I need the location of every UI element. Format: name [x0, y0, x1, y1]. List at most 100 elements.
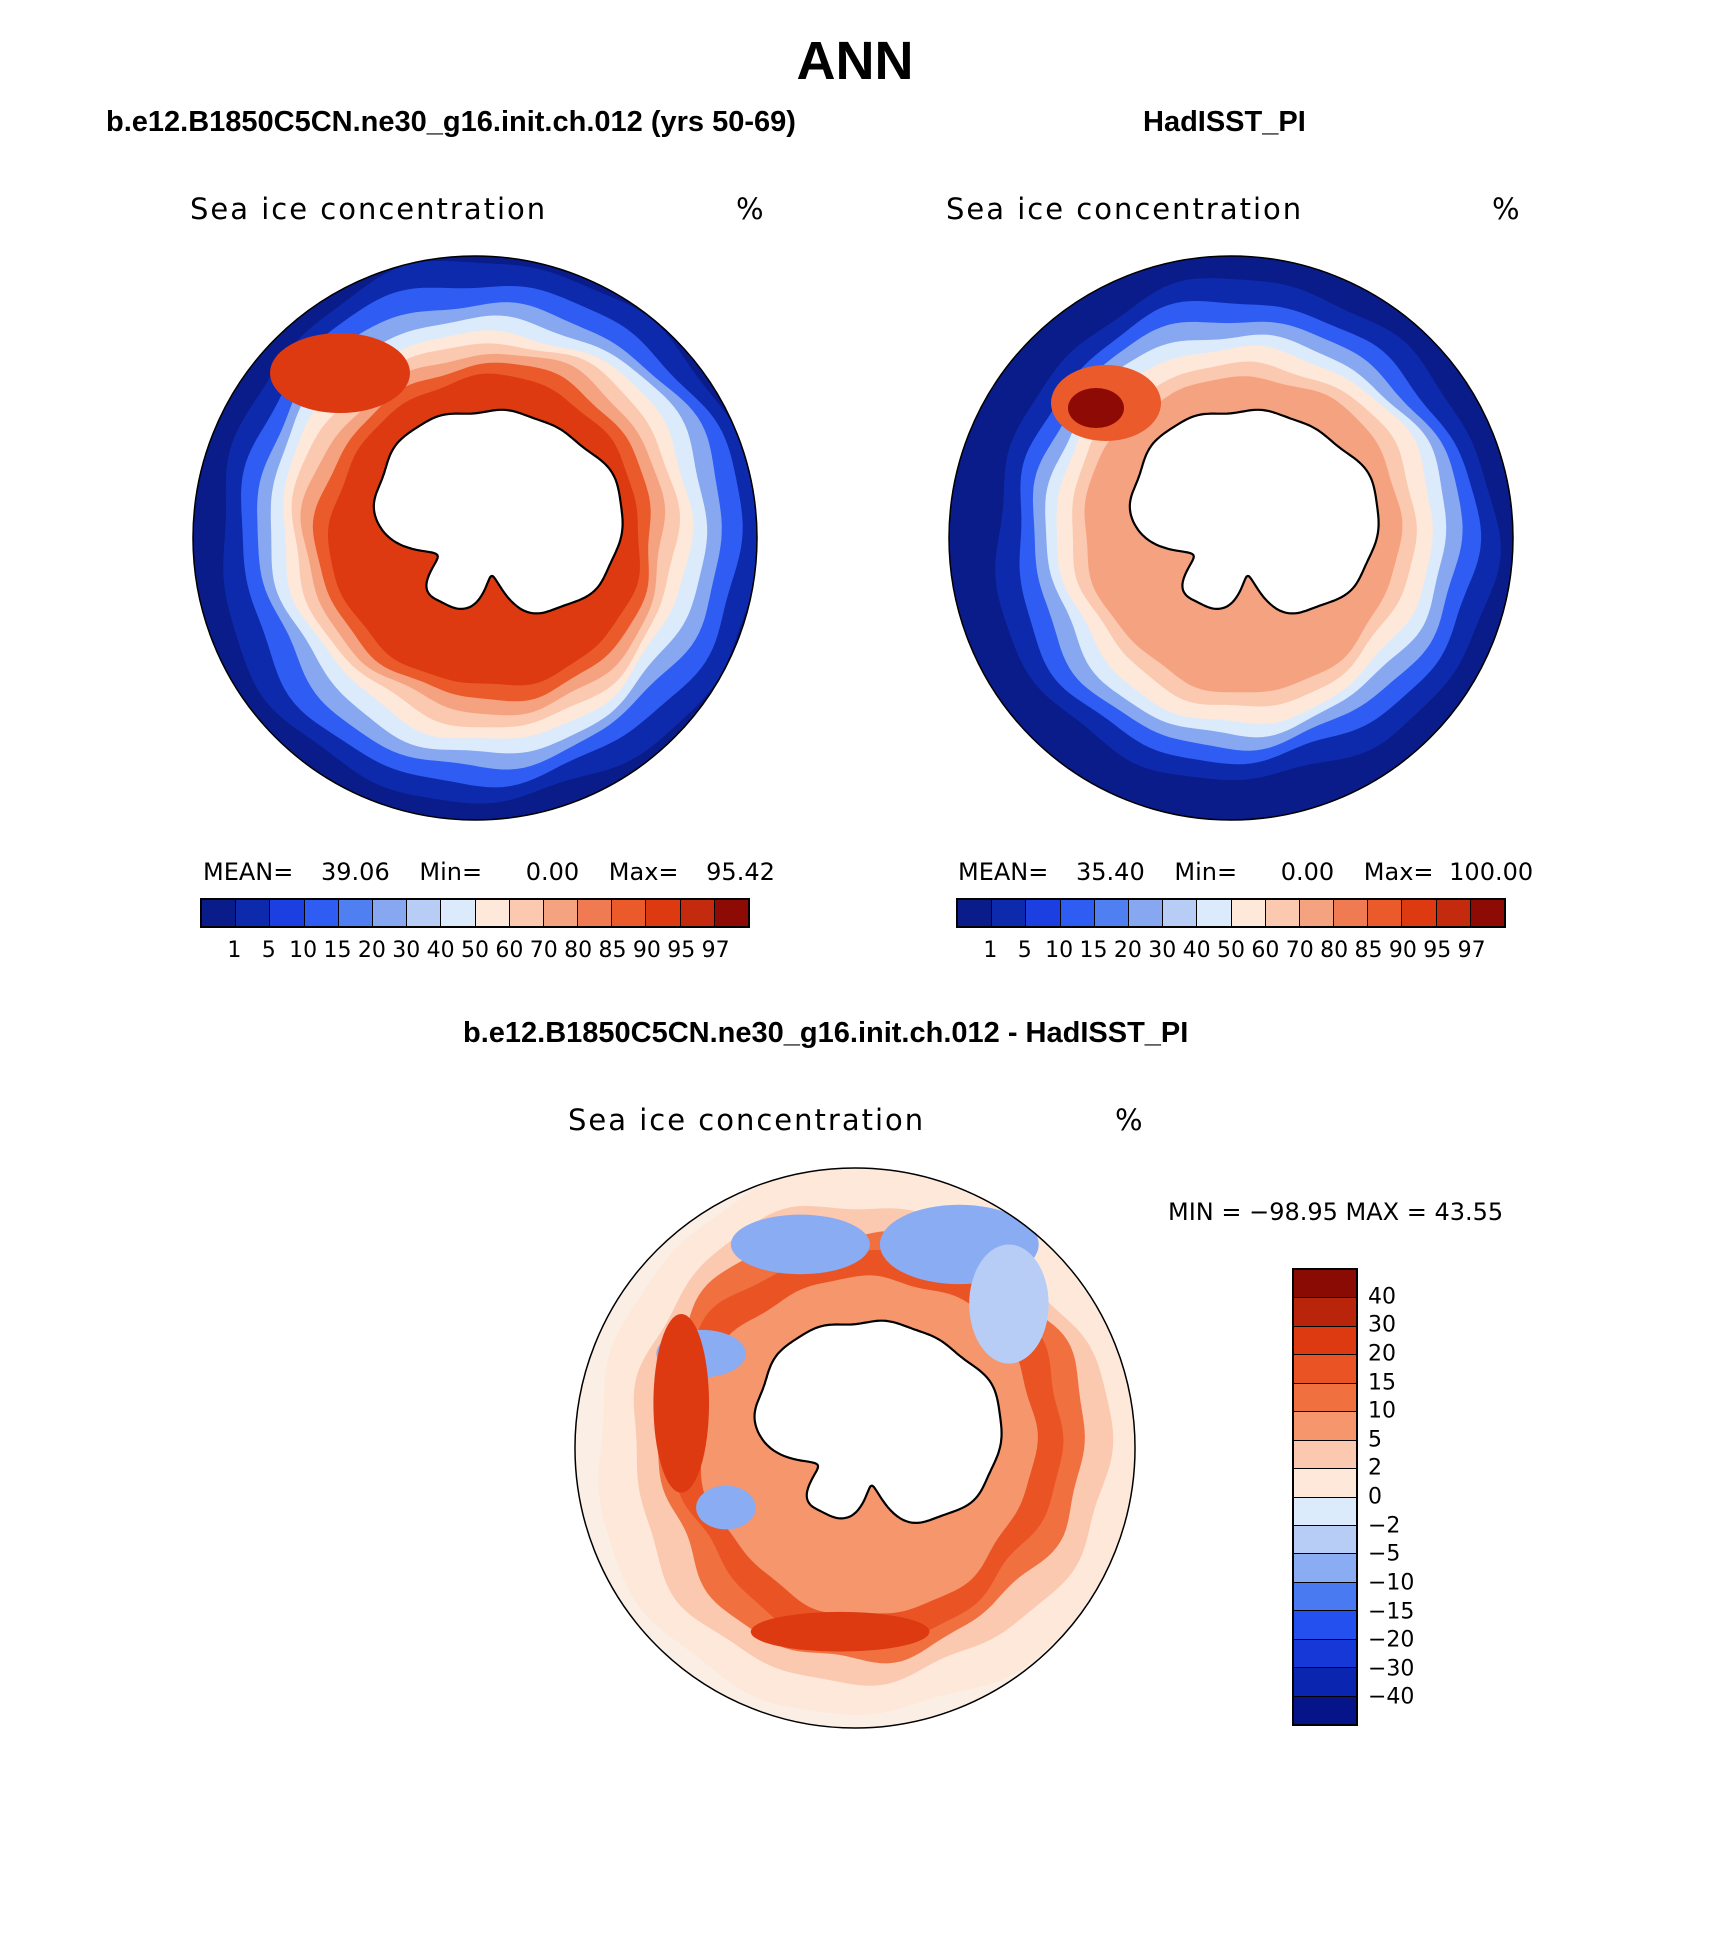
colorbar-swatch: [1026, 900, 1061, 926]
colorbar-swatch: [612, 900, 647, 926]
colorbar-swatch: [509, 900, 544, 926]
map-boundary: [192, 255, 758, 821]
obs-colorbar-labels: 1 5 10 15 20 30 40 50 60 70 80 85 90 95 97: [956, 938, 1506, 968]
diff-polar-map: [574, 1167, 1136, 1729]
colorbar-label: 30: [392, 938, 421, 963]
colorbar-label: 5: [1017, 938, 1032, 963]
colorbar-label: 20: [357, 938, 386, 963]
colorbar-label: 97: [701, 938, 730, 963]
max-label: Max=: [1363, 858, 1434, 886]
anomaly-patch: [270, 333, 410, 413]
colorbar-label: 15: [323, 938, 352, 963]
colorbar-label: 70: [529, 938, 558, 963]
colorbar-swatch: [578, 900, 613, 926]
colorbar-label: −40: [1368, 1684, 1415, 1710]
colorbar-label: 10: [1368, 1398, 1396, 1424]
colorbar-label: 15: [1368, 1370, 1396, 1395]
max-label: Max=: [608, 858, 679, 886]
colorbar-swatch: [1294, 1325, 1356, 1355]
colorbar-label: −10: [1368, 1570, 1415, 1596]
figure-title: ANN: [796, 31, 914, 91]
colorbar-swatch: [1294, 1496, 1356, 1525]
colorbar-label: −15: [1368, 1599, 1415, 1624]
anomaly-patch: [730, 1214, 870, 1275]
diff-colorbar: [1292, 1268, 1358, 1726]
colorbar-label: 2: [1368, 1455, 1382, 1481]
colorbar-label: 10: [1045, 938, 1074, 963]
colorbar-label: 97: [1457, 938, 1486, 963]
diff-colorbar-labels: −40 −30 −20 −15 −10 −5 −2 0 2 5 10 15 20 30 40: [1368, 1268, 1448, 1726]
colorbar-swatch: [1368, 900, 1403, 926]
colorbar-swatch: [992, 900, 1027, 926]
colorbar-label: 90: [1388, 938, 1417, 963]
colorbar-swatch: [1294, 1695, 1356, 1724]
diff-panel-title: b.e12.B1850C5CN.ne30_g16.init.ch.012 - H…: [463, 1017, 1189, 1049]
diff-variable-label: Sea ice concentration: [568, 1103, 926, 1137]
diff-units-label: %: [1115, 1103, 1145, 1137]
colorbar-label: 85: [598, 938, 627, 963]
colorbar-swatch: [1294, 1411, 1356, 1440]
anomaly-patch: [1068, 388, 1124, 428]
min-value: 0.00: [525, 858, 580, 886]
colorbar-swatch: [1294, 1382, 1356, 1412]
min-label: Min=: [419, 858, 483, 886]
colorbar-swatch: [1294, 1638, 1356, 1668]
colorbar-swatch: [1128, 900, 1164, 926]
obs-units-label: %: [1492, 192, 1522, 226]
colorbar-swatch: [1294, 1270, 1356, 1298]
colorbar-label: 40: [426, 938, 455, 963]
obs-stats: MEAN= 35.40 Min= 0.00 Max= 100.00: [958, 858, 1533, 886]
anomaly-patch: [969, 1244, 1049, 1364]
colorbar-label: 10: [289, 938, 318, 963]
antarctica-coastline: [372, 408, 624, 615]
colorbar-label: 1: [983, 938, 998, 963]
model-units-label: %: [736, 192, 766, 226]
colorbar-swatch: [714, 900, 748, 926]
map-boundary: [574, 1167, 1136, 1729]
colorbar-swatch: [475, 900, 510, 926]
colorbar-swatch: [1334, 900, 1369, 926]
anomaly-patch: [653, 1313, 710, 1493]
colorbar-label: 5: [1368, 1427, 1382, 1453]
obs-polar-map: [948, 255, 1514, 821]
colorbar-label: 60: [495, 938, 524, 963]
model-polar-map: [192, 255, 758, 821]
colorbar-swatch: [1294, 1524, 1356, 1554]
mean-label: MEAN=: [958, 858, 1049, 886]
colorbar-swatch: [1436, 900, 1471, 926]
colorbar-label: 30: [1148, 938, 1177, 963]
colorbar-swatch: [1294, 1553, 1356, 1582]
diff-minmax: MIN = −98.95 MAX = 43.55: [1168, 1198, 1504, 1226]
colorbar-swatch: [441, 900, 476, 926]
colorbar-label: −20: [1368, 1627, 1415, 1653]
model-variable-label: Sea ice concentration: [190, 192, 548, 226]
obs-variable-label: Sea ice concentration: [946, 192, 1304, 226]
colorbar-swatch: [1294, 1610, 1356, 1639]
colorbar-swatch: [1294, 1667, 1356, 1696]
colorbar-swatch: [680, 900, 715, 926]
antarctica-coastline: [753, 1319, 1003, 1524]
colorbar-swatch: [372, 900, 408, 926]
anomaly-patch: [696, 1485, 756, 1530]
colorbar-swatch: [202, 900, 237, 926]
colorbar-label: 95: [667, 938, 696, 963]
map-boundary: [948, 255, 1514, 821]
colorbar-swatch: [407, 900, 442, 926]
min-value: 0.00: [1280, 858, 1335, 886]
colorbar-swatch: [338, 900, 373, 926]
antarctica-coastline: [1128, 408, 1380, 615]
colorbar-label: 40: [1368, 1284, 1396, 1310]
mean-value: 39.06: [321, 858, 390, 886]
colorbar-label: 5: [261, 938, 276, 963]
model-panel-title: b.e12.B1850C5CN.ne30_g16.init.ch.012 (yr…: [106, 106, 796, 138]
colorbar-label: 90: [632, 938, 661, 963]
colorbar-label: 50: [461, 938, 489, 963]
colorbar-label: −5: [1368, 1541, 1401, 1567]
colorbar-swatch: [1265, 900, 1300, 926]
mean-label: MEAN=: [203, 858, 294, 886]
colorbar-swatch: [1094, 900, 1129, 926]
colorbar-label: 95: [1423, 938, 1452, 963]
colorbar-label: 30: [1368, 1312, 1396, 1338]
colorbar-label: 40: [1182, 938, 1211, 963]
colorbar-swatch: [236, 900, 271, 926]
